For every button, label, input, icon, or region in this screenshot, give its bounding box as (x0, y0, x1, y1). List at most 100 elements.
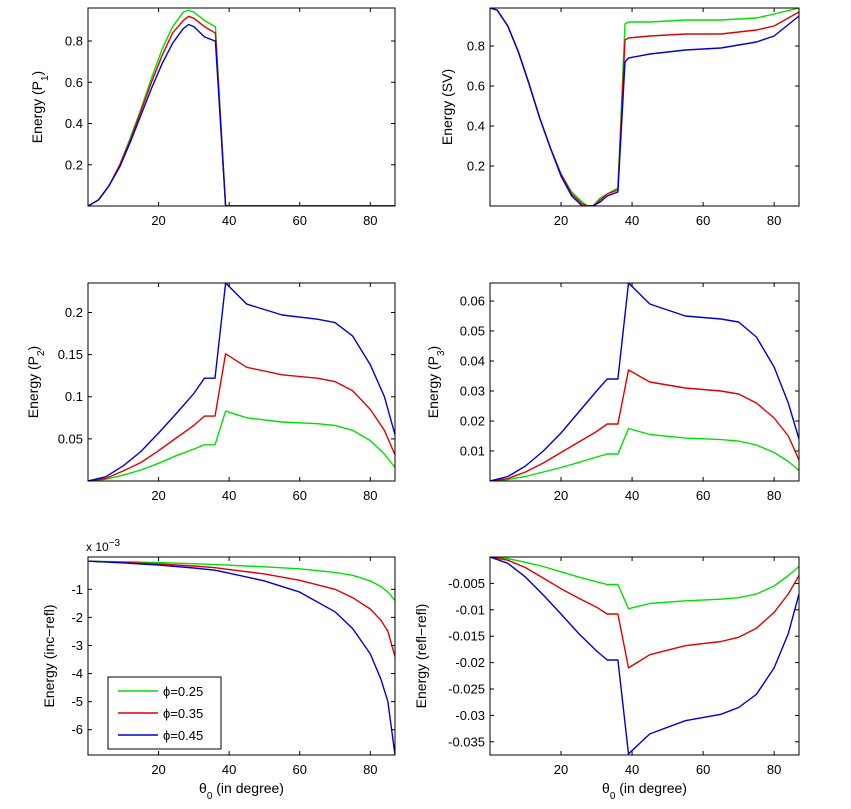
y-tick-label: 0.01 (460, 444, 485, 459)
axes-box (87, 556, 396, 756)
x-tick-label: 60 (292, 762, 306, 777)
series-group (88, 283, 395, 481)
y-tick-label: 0.2 (65, 305, 83, 320)
x-axis-label: θ0 (in degree) (602, 780, 687, 802)
series-line-1 (490, 557, 799, 610)
chart-p3: 20 40 60 80 0.01 0.02 0.03 0.04 0.05 0.06 Energy (… (425, 282, 800, 503)
y-tick-label: -0.02 (455, 655, 485, 670)
y-axis-label: Energy (refl−refl) (413, 604, 429, 709)
y-axis-label: Energy (SV) (439, 69, 455, 145)
x-tick-label: 20 (151, 213, 165, 228)
y-tick-label: 0.6 (65, 75, 83, 90)
y-tick-label: -0.03 (455, 708, 485, 723)
axes-box (489, 556, 800, 756)
y-tick-label: -0.035 (448, 734, 485, 749)
y-tick-label: 0.03 (460, 384, 485, 399)
x-tick-label: 60 (696, 762, 710, 777)
y-tick-label: 0.15 (58, 347, 83, 362)
series-line-3 (490, 8, 799, 206)
series-line-2 (490, 369, 799, 481)
y-tick-label: 0.2 (467, 159, 485, 174)
chart-sv: 20 40 60 80 0.2 0.4 0.6 0.8 Energy (SV) (439, 7, 800, 228)
chart-p1: 20 40 60 80 0.2 0.4 0.6 0.8 Energy (P1) (29, 7, 396, 228)
series-group (490, 8, 799, 206)
x-tick-label: 80 (363, 213, 377, 228)
x-tick-label: 40 (625, 213, 639, 228)
y-tick-label: 0.4 (65, 116, 83, 131)
x-axis-label: θ0 (in degree) (199, 780, 284, 802)
series-line-1 (490, 427, 799, 481)
x-tick-label: 80 (363, 762, 377, 777)
y-tick-label: -0.01 (455, 602, 485, 617)
y-tick-label: -0.025 (448, 682, 485, 697)
series-line-3 (88, 560, 395, 755)
x-tick-label: 40 (222, 762, 236, 777)
series-line-3 (490, 557, 799, 755)
y-tick-label: -1 (71, 582, 83, 597)
series-line-1 (88, 560, 395, 601)
x-tick-label: 80 (767, 762, 781, 777)
legend-label: ϕ=0.35 (163, 706, 203, 721)
x-tick-label: 40 (222, 213, 236, 228)
series-line-2 (490, 557, 799, 669)
series-line-1 (88, 410, 395, 481)
x-tick-label: 60 (292, 213, 306, 228)
legend: ϕ=0.25 ϕ=0.35 ϕ=0.45 (107, 676, 222, 750)
x-tick-label: 20 (554, 762, 568, 777)
series-group (88, 9, 395, 206)
legend-label: ϕ=0.25 (163, 684, 203, 699)
y-tick-label: -4 (71, 666, 83, 681)
series-line-3 (88, 283, 395, 481)
x-tick-label: 20 (554, 213, 568, 228)
series-line-1 (88, 9, 395, 206)
x-tick-label: 60 (292, 488, 306, 503)
y-tick-label: -3 (71, 638, 83, 653)
series-line-3 (88, 23, 395, 206)
x-tick-label: 40 (625, 762, 639, 777)
series-line-2 (88, 15, 395, 206)
series-line-2 (88, 560, 395, 657)
series-line-3 (490, 283, 799, 481)
y-tick-label: 0.8 (467, 39, 485, 54)
axes-box (489, 7, 800, 207)
axes-box (87, 7, 396, 207)
y-tick-label: -5 (71, 694, 83, 709)
x-tick-label: 60 (696, 213, 710, 228)
chart-increfl: 20 40 60 80 -6 -5 -4 -3 -2 -1 Energy (inc−refl) θ0 … (41, 538, 396, 802)
x-tick-label: 40 (625, 488, 639, 503)
y-axis-label: Energy (inc−refl) (41, 604, 57, 707)
series-group (88, 560, 395, 755)
x-tick-label: 80 (767, 488, 781, 503)
x-tick-label: 20 (554, 488, 568, 503)
y-tick-label: 0.8 (65, 34, 83, 49)
y-tick-label: 0.2 (65, 157, 83, 172)
series-line-2 (88, 353, 395, 481)
y-axis-label: Energy (P1) (29, 71, 51, 143)
y-tick-label: -0.015 (448, 629, 485, 644)
y-axis-label: Energy (P3) (425, 346, 447, 418)
x-tick-label: 80 (363, 488, 377, 503)
axes-box (87, 282, 396, 482)
x-tick-label: 20 (151, 762, 165, 777)
series-group (490, 283, 799, 481)
x-tick-label: 40 (222, 488, 236, 503)
axes-box (489, 282, 800, 482)
exponent-label: x 10−3 (86, 538, 121, 555)
legend-label: ϕ=0.45 (163, 728, 203, 743)
x-tick-label: 20 (151, 488, 165, 503)
y-tick-label: -0.005 (448, 576, 485, 591)
x-tick-label: 60 (696, 488, 710, 503)
y-tick-label: 0.06 (460, 294, 485, 309)
y-tick-label: -2 (71, 610, 83, 625)
y-tick-label: 0.1 (65, 389, 83, 404)
y-tick-label: 0.05 (58, 431, 83, 446)
y-axis-label: Energy (P2) (25, 346, 47, 418)
series-group (490, 557, 799, 755)
y-tick-label: 0.02 (460, 414, 485, 429)
chart-reflrefl: 20 40 60 80 -0.035 -0.03 -0.025 -0.02 -0.015 -0.0… (413, 556, 800, 802)
chart-p2: 20 40 60 80 0.05 0.1 0.15 0.2 Energy (P2) (25, 282, 396, 503)
x-tick-label: 80 (767, 213, 781, 228)
y-tick-label: 0.4 (467, 119, 485, 134)
y-tick-label: 0.05 (460, 324, 485, 339)
